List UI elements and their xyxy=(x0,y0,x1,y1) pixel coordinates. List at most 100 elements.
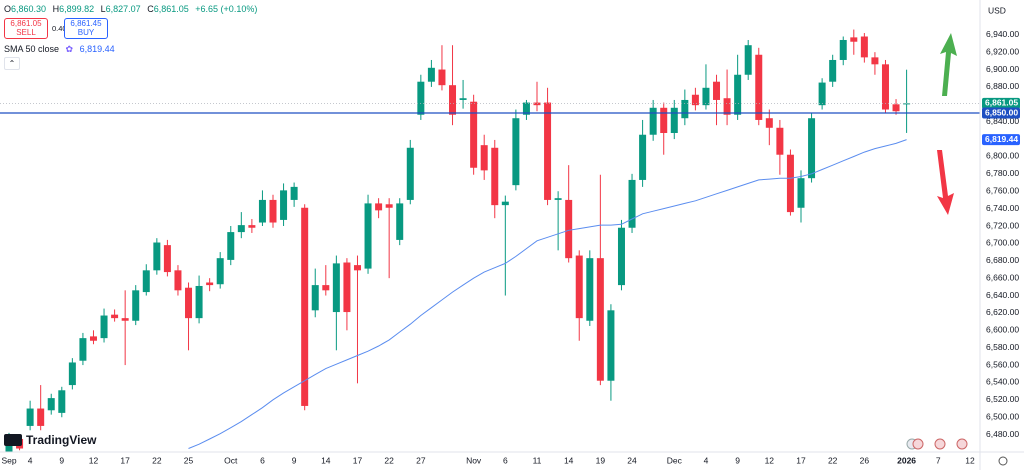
candle-body xyxy=(586,258,594,321)
candle-body xyxy=(544,102,552,200)
candle-body xyxy=(438,69,446,86)
x-tick-label: 12 xyxy=(965,455,975,465)
candle-body xyxy=(480,145,488,171)
candle-body xyxy=(744,45,752,75)
candle-body xyxy=(649,107,657,135)
event-icon[interactable] xyxy=(934,438,946,450)
indicator-icon[interactable]: ✿ xyxy=(65,44,74,54)
ohlc-value: 6,827.07 xyxy=(105,4,141,14)
ohlc-value: 6,860.30 xyxy=(11,4,47,14)
candle-body xyxy=(216,258,224,285)
x-tick-label: 22 xyxy=(152,455,162,465)
collapse-button[interactable]: ⌃ xyxy=(4,57,20,70)
event-icon[interactable] xyxy=(956,438,968,450)
x-tick-label: 17 xyxy=(796,455,806,465)
price-line-tag: 6,850.00 xyxy=(985,107,1018,117)
y-tick-label: 6,740.00 xyxy=(986,203,1019,213)
y-tick-label: 6,880.00 xyxy=(986,81,1019,91)
candle-body xyxy=(734,74,742,115)
candle-body xyxy=(406,147,414,200)
candle-body xyxy=(839,39,847,60)
ohlc-key: H xyxy=(52,4,60,14)
x-tick-label: 12 xyxy=(765,455,775,465)
candle-body xyxy=(818,82,826,106)
candle-body xyxy=(258,199,266,223)
candle-body xyxy=(47,398,55,411)
event-icon[interactable] xyxy=(912,438,924,450)
sell-button[interactable]: 6,861.05 SELL xyxy=(4,18,48,39)
x-tick-label: 17 xyxy=(120,455,130,465)
candle-body xyxy=(501,201,509,206)
candle-body xyxy=(628,179,636,228)
candle-body xyxy=(723,98,731,115)
indicator-name: SMA 50 close xyxy=(4,44,60,54)
candle-body xyxy=(163,245,171,273)
candle-body xyxy=(174,270,182,291)
candle-body xyxy=(512,118,520,186)
candle-body xyxy=(860,36,868,58)
candle-body xyxy=(660,107,668,133)
candle-body xyxy=(808,118,816,179)
y-tick-label: 6,560.00 xyxy=(986,359,1019,369)
candle-body xyxy=(702,87,710,106)
ohlc-key: C xyxy=(147,4,154,14)
x-tick-label: 4 xyxy=(28,455,33,465)
candle-body xyxy=(491,147,499,206)
y-tick-label: 6,760.00 xyxy=(986,185,1019,195)
y-tick-label: 6,840.00 xyxy=(986,116,1019,126)
candle-body xyxy=(892,104,900,112)
last-price-tag-box xyxy=(982,97,1020,109)
candle-body xyxy=(185,287,193,319)
x-tick-label: Sep xyxy=(1,455,16,465)
candle-body xyxy=(871,57,879,65)
settings-icon[interactable] xyxy=(998,456,1008,466)
candle-body xyxy=(375,203,383,211)
y-tick-label: 6,780.00 xyxy=(986,168,1019,178)
x-tick-label: 14 xyxy=(321,455,331,465)
candle-body xyxy=(903,103,911,105)
buy-button[interactable]: 6,861.45 BUY xyxy=(64,18,108,39)
ohlc-value: 6,861.05 xyxy=(153,4,189,14)
buy-label: BUY xyxy=(77,28,95,37)
sell-label: SELL xyxy=(16,28,36,37)
candle-body xyxy=(322,285,330,291)
x-tick-label: 4 xyxy=(704,455,709,465)
y-tick-label: 6,940.00 xyxy=(986,29,1019,39)
logo-icon xyxy=(4,434,22,446)
candle-body xyxy=(343,262,351,313)
x-tick-label: 9 xyxy=(735,455,740,465)
candle-body xyxy=(765,118,773,128)
candle-body xyxy=(142,270,150,293)
candle-body xyxy=(459,98,467,100)
x-tick-label: 14 xyxy=(564,455,574,465)
y-tick-label: 6,920.00 xyxy=(986,46,1019,56)
sma-line xyxy=(188,139,907,449)
candle-body xyxy=(89,336,97,341)
sma-tag-box xyxy=(982,134,1020,146)
candle-body xyxy=(301,207,309,406)
spread: 0.40 xyxy=(52,24,67,33)
x-tick-label: 9 xyxy=(59,455,64,465)
x-tick-label: 17 xyxy=(353,455,363,465)
y-tick-label: 6,500.00 xyxy=(986,411,1019,421)
candle-body xyxy=(100,315,108,339)
x-tick-label: Dec xyxy=(667,455,683,465)
candle-body xyxy=(206,282,214,286)
x-tick-label: 26 xyxy=(860,455,870,465)
y-tick-label: 6,700.00 xyxy=(986,238,1019,248)
candle-body xyxy=(58,390,66,413)
last-price-tag: 6,861.05 xyxy=(985,98,1018,108)
candle-body xyxy=(79,338,87,361)
x-tick-label: Oct xyxy=(224,455,238,465)
x-tick-label: 7 xyxy=(936,455,941,465)
y-tick-label: 6,800.00 xyxy=(986,151,1019,161)
candle-body xyxy=(755,54,763,120)
y-tick-label: 6,660.00 xyxy=(986,272,1019,282)
candle-body xyxy=(111,314,119,319)
candle-body xyxy=(713,81,721,100)
candle-body xyxy=(522,102,530,115)
candle-body xyxy=(427,67,435,82)
candle-body xyxy=(37,408,45,426)
y-tick-label: 6,520.00 xyxy=(986,394,1019,404)
